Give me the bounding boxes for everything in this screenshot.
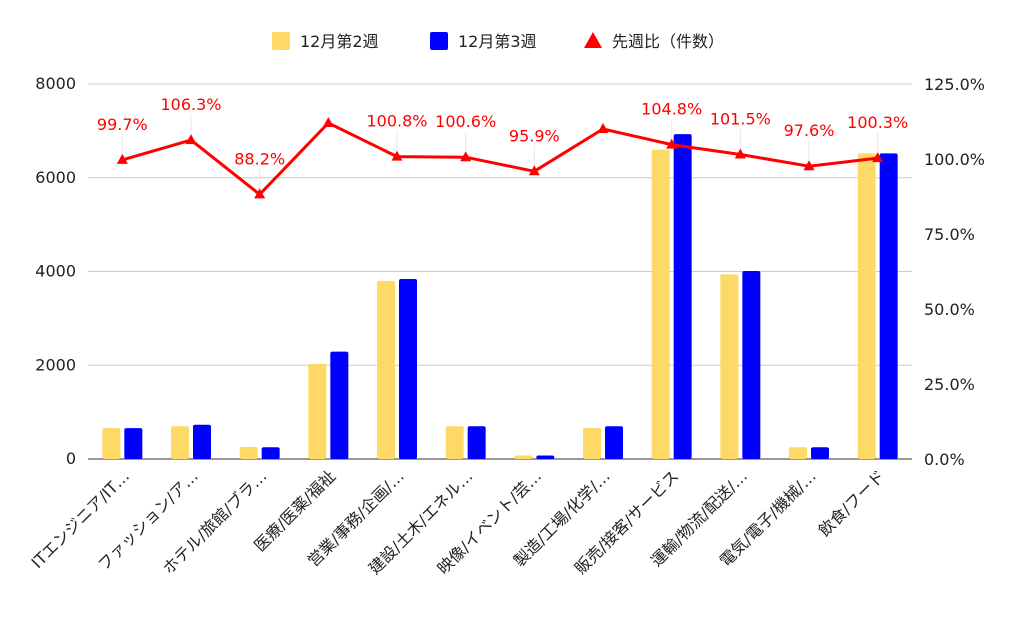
bar-week3	[536, 455, 555, 459]
y-left-tick-label: 4000	[35, 262, 76, 281]
y-left-tick-label: 6000	[35, 168, 76, 187]
bar-week2	[789, 447, 807, 459]
bar-week3	[330, 351, 349, 459]
ratio-marker	[872, 152, 884, 163]
ratio-marker	[597, 123, 609, 133]
bar-week3	[193, 424, 211, 459]
ratio-data-label: 100.6%	[435, 112, 496, 131]
y-right-tick-label: 0.0%	[924, 450, 965, 469]
bar-week2	[651, 149, 670, 459]
ratio-marker	[391, 150, 403, 161]
ratio-marker	[254, 188, 266, 199]
ratio-data-label: 100.3%	[847, 113, 908, 132]
bar-week2	[102, 428, 121, 459]
bar-week3	[811, 447, 829, 459]
bar-week3	[673, 134, 692, 459]
bar-week3	[124, 428, 143, 459]
legend-label: 先週比（件数）	[612, 32, 724, 51]
y-left-tick-label: 0	[66, 449, 76, 468]
ratio-data-label: 104.8%	[641, 100, 702, 119]
ratio-marker	[666, 138, 678, 149]
ratio-data-label: 88.2%	[234, 149, 285, 168]
bar-week2	[583, 428, 601, 459]
bar-week3	[399, 279, 417, 459]
legend-swatch-week3	[430, 32, 448, 50]
ratio-data-label: 101.5%	[710, 110, 771, 129]
bar-week2	[171, 426, 189, 459]
y-right-tick-label: 100.0%	[924, 150, 985, 169]
ratio-data-label: 106.3%	[160, 95, 221, 114]
bar-week3	[467, 426, 486, 459]
bar-week2	[308, 363, 327, 459]
ratio-marker	[734, 148, 746, 159]
bar-week2	[445, 426, 464, 459]
x-category-label: 飲食/フード	[815, 466, 889, 540]
y-right-tick-label: 25.0%	[924, 375, 975, 394]
ratio-data-label: 99.7%	[97, 115, 148, 134]
y-left-tick-label: 2000	[35, 355, 76, 374]
ratio-marker	[528, 165, 540, 176]
bar-week3	[261, 447, 280, 459]
legend-swatch-week2	[272, 32, 290, 50]
bar-week2	[514, 455, 533, 459]
bar-week3	[879, 153, 898, 459]
ratio-marker	[803, 160, 815, 171]
bar-week2	[857, 153, 876, 459]
bar-week2	[377, 280, 395, 459]
ratio-data-label: 97.6%	[784, 121, 835, 140]
ratio-marker	[460, 151, 472, 162]
bar-week2	[239, 447, 258, 459]
bar-week3	[742, 271, 761, 459]
legend-label: 12月第3週	[458, 32, 537, 51]
y-right-tick-label: 50.0%	[924, 300, 975, 319]
ratio-line	[121, 121, 878, 196]
bar-week3	[605, 426, 623, 459]
y-right-tick-label: 75.0%	[924, 225, 975, 244]
ratio-marker	[116, 153, 128, 164]
y-left-tick-label: 8000	[35, 74, 76, 93]
y-right-tick-label: 125.0%	[924, 75, 985, 94]
ratio-data-label: 95.9%	[509, 126, 560, 145]
ratio-marker	[185, 134, 197, 145]
legend-swatch-ratio	[584, 32, 602, 48]
legend-label: 12月第2週	[300, 32, 379, 51]
bar-week2	[720, 274, 739, 459]
ratio-data-label: 100.8%	[366, 112, 427, 131]
ratio-marker	[322, 117, 334, 127]
